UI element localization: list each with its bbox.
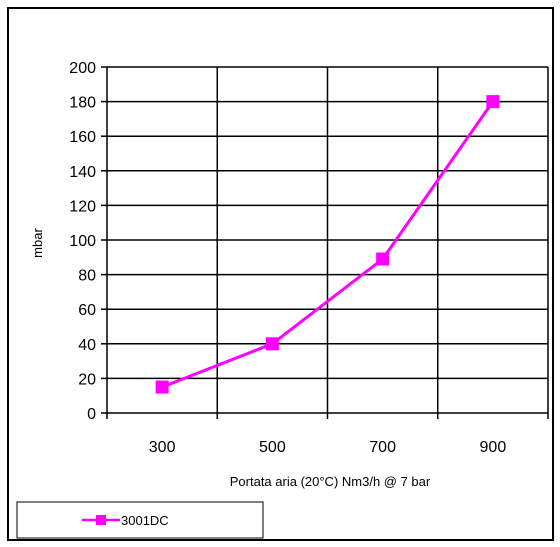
y-axis-ticks: 0 20 40 60 80 100 120 140 160 180 200 [69,60,107,423]
data-point [265,337,279,351]
y-tick-label: 80 [78,268,96,285]
series [155,95,500,394]
y-tick-label: 20 [78,371,96,388]
data-point [376,252,390,266]
x-tick-label: 500 [259,439,286,456]
x-tick-label: 900 [480,439,507,456]
data-point [155,380,169,394]
y-tick-label: 100 [69,233,96,250]
x-tick-label: 300 [149,439,176,456]
y-tick-label: 0 [87,406,96,423]
grid [107,66,549,413]
y-tick-label: 160 [69,129,96,146]
legend-marker [96,515,106,525]
y-axis-title: mbar [30,228,45,258]
y-tick-label: 180 [69,95,96,112]
x-axis-ticks: 300 500 700 900 [106,413,549,456]
y-tick-label: 60 [78,302,96,319]
y-tick-label: 40 [78,337,96,354]
x-tick-label: 700 [369,439,396,456]
data-point [486,95,500,109]
y-tick-label: 120 [69,198,96,215]
y-tick-label: 140 [69,164,96,181]
legend-box [16,501,264,539]
legend: 3001DC [16,501,264,539]
y-tick-label: 200 [69,60,96,77]
series-line [161,100,495,389]
legend-label: 3001DC [121,513,169,528]
x-axis-title: Portata aria (20°C) Nm3/h @ 7 bar [230,474,431,489]
